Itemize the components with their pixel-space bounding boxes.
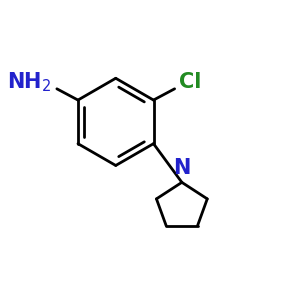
Text: NH$_2$: NH$_2$ [7, 70, 51, 94]
Text: Cl: Cl [179, 72, 201, 92]
Text: N: N [173, 158, 190, 178]
